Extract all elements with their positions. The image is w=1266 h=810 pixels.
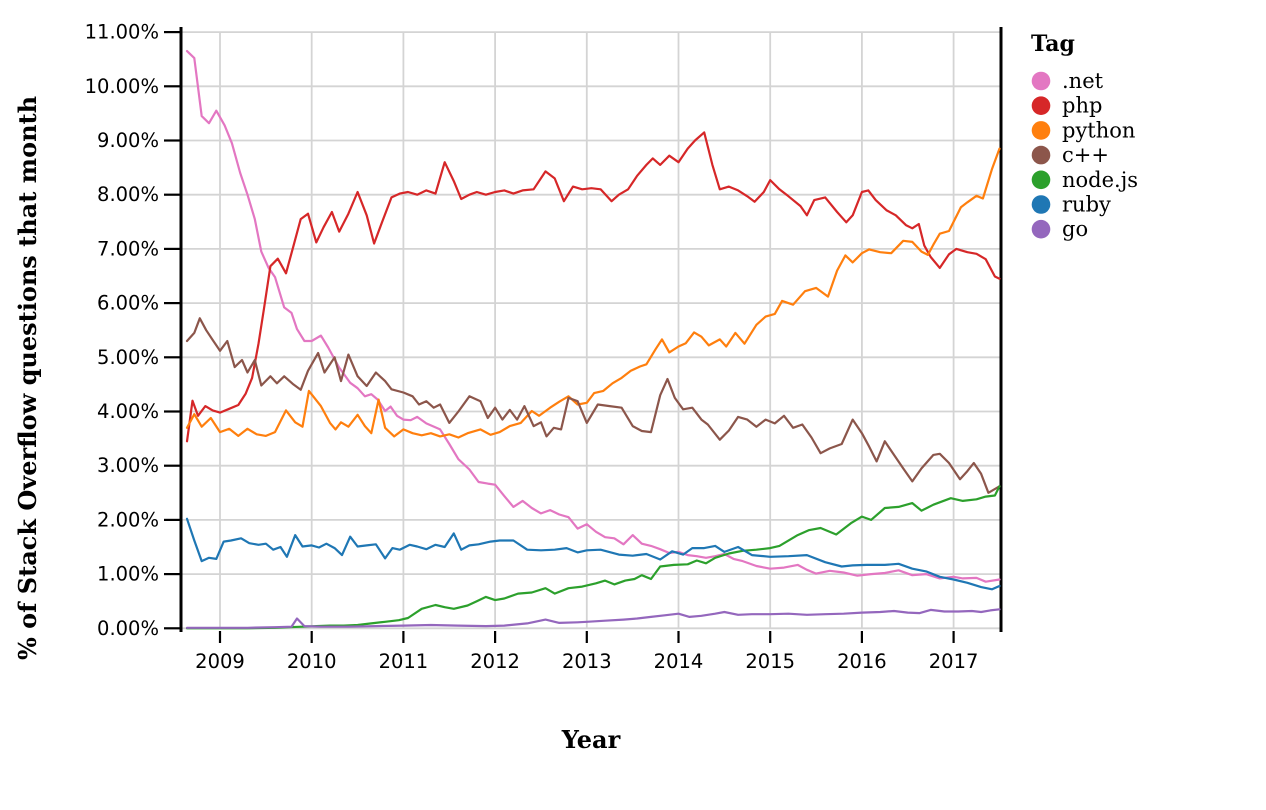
x-tick-label-2013: 2013 [562,650,612,673]
series-line-go [185,608,1001,629]
legend-swatch-c++ [1031,145,1051,165]
legend-item-ruby: ruby [1031,193,1111,217]
series-line-ruby [185,517,1001,591]
x-tick-labels: 2009 2010 2011 2012 2013 2014 2015 2016 2017 [195,650,978,673]
y-tick-label-8.00%: 8.00% [97,183,159,206]
y-tick-label-1.00%: 1.00% [97,563,159,586]
x-tick-label-2010: 2010 [287,650,337,673]
y-tick-label-5.00%: 5.00% [97,346,159,369]
y-tick-label-9.00%: 9.00% [97,129,159,152]
legend-label-php: php [1062,94,1102,118]
legend-item-go: go [1031,217,1088,241]
legend-swatch-.net [1031,71,1051,91]
x-tick-label-2017: 2017 [929,650,979,673]
x-tick-label-2016: 2016 [837,650,887,673]
y-axis-title: % of Stack Overflow questions that month [13,96,42,660]
y-tick-label-4.00%: 4.00% [97,400,159,423]
x-tick-label-2015: 2015 [745,650,795,673]
gridlines [180,31,1002,630]
legend-swatch-python [1031,121,1051,140]
y-tick-label-2.00%: 2.00% [97,508,159,531]
legend-label-go: go [1062,217,1088,241]
axis-ticks [164,30,955,643]
legend-label-python: python [1062,118,1135,142]
series-line-node.js [185,485,1001,630]
y-tick-label-10.00%: 10.00% [85,75,159,98]
y-tick-label-3.00%: 3.00% [97,454,159,477]
y-tick-labels: 0.00% 1.00% 2.00% 3.00% 4.00% 5.00% 6.00% 7.00%… [85,21,159,640]
legend-swatch-go [1031,219,1051,239]
legend-label-ruby: ruby [1062,193,1111,217]
x-tick-label-2014: 2014 [654,650,704,673]
y-tick-label-11.00%: 11.00% [85,21,159,44]
x-axis-title: Year [561,725,621,754]
legend-swatch-node.js [1031,170,1051,190]
x-tick-label-2011: 2011 [379,650,429,673]
legend-item-python: python [1031,118,1135,142]
legend-label-node.js: node.js [1062,168,1138,192]
x-tick-label-2012: 2012 [470,650,520,673]
legend-swatch-php [1031,96,1051,115]
y-tick-label-6.00%: 6.00% [97,292,159,315]
legend-item-.net: .net [1031,69,1104,93]
legend-item-node.js: node.js [1031,168,1138,192]
axis-lines [179,27,1003,632]
legend-item-php: php [1031,94,1102,118]
legend-label-.net: .net [1062,69,1104,93]
y-tick-label-7.00%: 7.00% [97,237,159,260]
legend-item-c++: c++ [1031,143,1109,167]
series-line-php [185,131,1001,443]
series-lines [185,49,1001,630]
y-tick-label-0.00%: 0.00% [97,617,159,640]
series-line-.net [185,49,1001,583]
series-line-python [185,147,1001,439]
legend-swatch-ruby [1031,195,1051,214]
series-line-c++ [185,317,1001,494]
legend-title: Tag [1031,31,1075,57]
legend-label-c++: c++ [1062,143,1109,167]
x-tick-label-2009: 2009 [195,650,245,673]
